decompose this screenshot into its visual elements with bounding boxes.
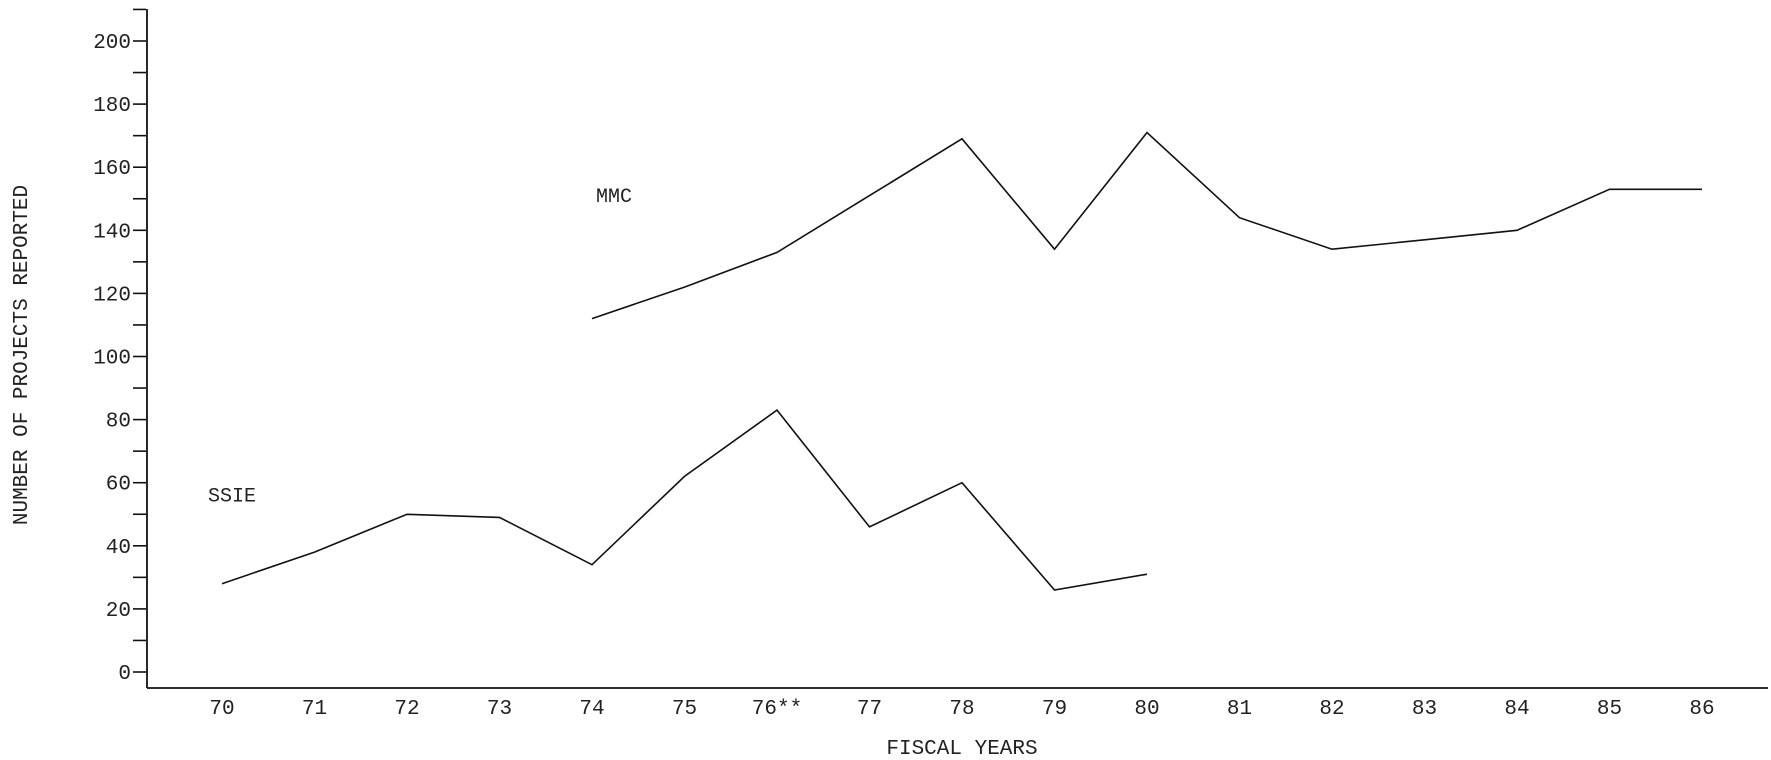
series-lines bbox=[221, 131, 1702, 591]
y-tick-label: 120 bbox=[93, 284, 131, 307]
x-tick-label: 73 bbox=[487, 698, 512, 721]
x-axis-title: FISCAL YEARS bbox=[886, 738, 1037, 760]
series-line-mmc bbox=[591, 131, 1702, 320]
y-tick-label: 40 bbox=[106, 537, 131, 560]
x-tick-label: 79 bbox=[1042, 698, 1067, 721]
x-tick-label: 83 bbox=[1412, 698, 1437, 721]
y-tick-label: 100 bbox=[93, 348, 131, 371]
y-tick-label: 160 bbox=[93, 158, 131, 181]
x-tick-label: 75 bbox=[672, 698, 697, 721]
y-tick-label: 20 bbox=[106, 600, 131, 623]
y-tick-label: 180 bbox=[93, 95, 131, 118]
x-tick-label: 76** bbox=[752, 698, 802, 721]
x-tick-label: 82 bbox=[1319, 698, 1344, 721]
x-axis: 70 71 72 73 74 75 76** 77 78 79 80 81 82 83 84 85 86 bbox=[147, 687, 1768, 721]
x-tick-label: 70 bbox=[209, 698, 234, 721]
x-tick-label: 77 bbox=[857, 698, 882, 721]
x-tick-label: 71 bbox=[302, 698, 327, 721]
x-tick-label: 72 bbox=[394, 698, 419, 721]
y-tick-label: 140 bbox=[93, 221, 131, 244]
series-line-ssie bbox=[221, 409, 1148, 591]
y-axis: 0 20 40 60 80 100 120 140 160 180 200 bbox=[93, 8, 148, 688]
x-tick-label: 78 bbox=[949, 698, 974, 721]
x-tick-label: 81 bbox=[1227, 698, 1252, 721]
x-tick-label: 84 bbox=[1504, 698, 1529, 721]
series-label-ssie: SSIE bbox=[208, 486, 256, 509]
y-axis-title: NUMBER OF PROJECTS REPORTED bbox=[11, 185, 34, 525]
x-tick-label: 85 bbox=[1597, 698, 1622, 721]
y-tick-label: 60 bbox=[106, 474, 131, 497]
x-tick-label: 74 bbox=[579, 698, 604, 721]
series-label-mmc: MMC bbox=[596, 186, 632, 209]
x-tick-label: 86 bbox=[1689, 698, 1714, 721]
x-tick-label: 80 bbox=[1134, 698, 1159, 721]
y-tick-label: 200 bbox=[93, 32, 131, 55]
y-tick-label: 80 bbox=[106, 411, 131, 434]
series-labels: MMC SSIE bbox=[208, 186, 632, 509]
y-tick-label: 0 bbox=[118, 663, 131, 686]
